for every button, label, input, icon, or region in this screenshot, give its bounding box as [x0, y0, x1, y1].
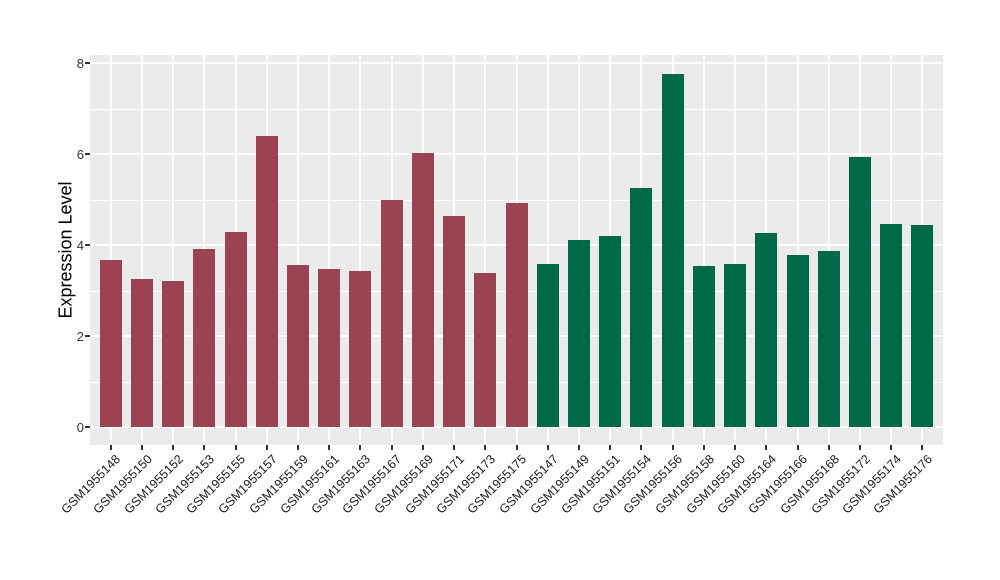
x-tick-mark [546, 445, 549, 450]
bar-GSM1955171 [443, 215, 466, 427]
bar-GSM1955147 [536, 264, 559, 427]
bar-GSM1955163 [349, 270, 372, 427]
x-tick-mark [921, 445, 924, 450]
category-gridline [328, 55, 331, 445]
bar-GSM1955156 [661, 73, 684, 427]
category-gridline [546, 55, 549, 445]
bar-GSM1955167 [380, 199, 403, 427]
bar-GSM1955159 [286, 265, 309, 427]
x-tick-mark [827, 445, 830, 450]
x-tick-mark [390, 445, 393, 450]
x-tick-mark [765, 445, 768, 450]
x-tick-mark [515, 445, 518, 450]
bar-GSM1955169 [411, 153, 434, 427]
y-tick-label: 4 [76, 238, 84, 253]
y-tick-mark [85, 426, 90, 428]
y-tick-mark [85, 153, 90, 155]
x-tick-mark [203, 445, 206, 450]
category-gridline [296, 55, 299, 445]
bar-GSM1955158 [692, 266, 715, 427]
y-tick-label: 0 [76, 420, 84, 435]
x-tick-mark [890, 445, 893, 450]
x-tick-mark [109, 445, 112, 450]
bar-GSM1955155 [224, 231, 247, 427]
x-tick-mark [172, 445, 175, 450]
bar-GSM1955148 [99, 260, 122, 427]
bar-GSM1955164 [755, 232, 778, 427]
bar-GSM1955174 [880, 224, 903, 427]
bar-GSM1955166 [786, 255, 809, 427]
x-tick-mark [858, 445, 861, 450]
bar-GSM1955176 [911, 224, 934, 427]
bar-GSM1955154 [630, 188, 653, 427]
bar-GSM1955149 [567, 240, 590, 427]
x-tick-mark [296, 445, 299, 450]
x-tick-mark [453, 445, 456, 450]
x-tick-mark [265, 445, 268, 450]
x-tick-mark [328, 445, 331, 450]
y-tick-label: 8 [76, 56, 84, 71]
category-gridline [702, 55, 705, 445]
x-tick-mark [671, 445, 674, 450]
bar-GSM1955168 [817, 250, 840, 427]
x-tick-mark [421, 445, 424, 450]
category-gridline [109, 55, 112, 445]
y-tick-label: 6 [76, 147, 84, 162]
category-gridline [359, 55, 362, 445]
bar-GSM1955172 [848, 157, 871, 427]
bar-GSM1955173 [474, 273, 497, 427]
category-gridline [172, 55, 175, 445]
bar-GSM1955152 [162, 280, 185, 427]
x-tick-mark [577, 445, 580, 450]
y-tick-mark [85, 62, 90, 64]
bar-GSM1955157 [255, 135, 278, 427]
bar-GSM1955153 [193, 249, 216, 427]
bar-GSM1955175 [505, 203, 528, 427]
y-tick-mark [85, 244, 90, 246]
x-tick-mark [796, 445, 799, 450]
category-gridline [140, 55, 143, 445]
x-tick-mark [484, 445, 487, 450]
category-gridline [734, 55, 737, 445]
x-tick-mark [702, 445, 705, 450]
y-tick-mark [85, 335, 90, 337]
x-tick-mark [640, 445, 643, 450]
bar-GSM1955150 [130, 279, 153, 427]
category-gridline [484, 55, 487, 445]
bar-GSM1955161 [318, 268, 341, 427]
x-tick-mark [734, 445, 737, 450]
plot-panel [90, 55, 943, 445]
bar-GSM1955160 [724, 264, 747, 427]
category-gridline [827, 55, 830, 445]
y-tick-label: 2 [76, 329, 84, 344]
x-tick-mark [359, 445, 362, 450]
x-tick-mark [140, 445, 143, 450]
x-tick-mark [609, 445, 612, 450]
bar-GSM1955151 [599, 235, 622, 427]
category-gridline [796, 55, 799, 445]
x-tick-mark [234, 445, 237, 450]
